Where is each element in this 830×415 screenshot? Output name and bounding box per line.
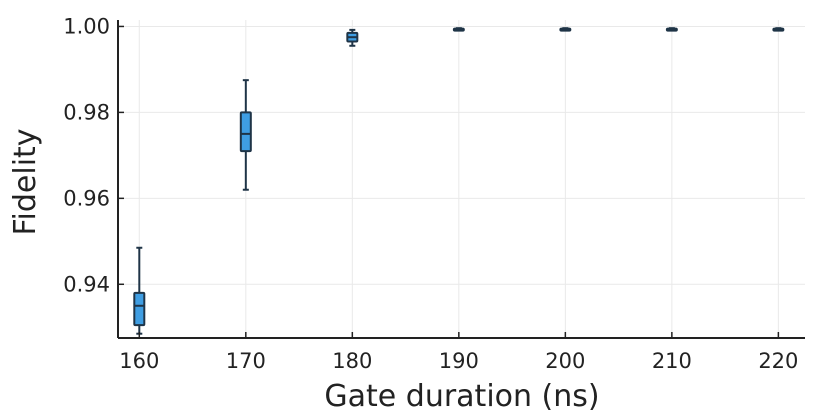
box-item: [239, 79, 252, 191]
box-series: [133, 27, 785, 335]
box-item: [559, 27, 572, 32]
x-tick-label: 180: [332, 349, 372, 373]
x-tick-label: 210: [652, 349, 692, 373]
y-tick-label: 0.98: [63, 100, 110, 124]
box-rect: [239, 111, 252, 153]
box-item: [772, 27, 785, 32]
x-tick-label: 170: [226, 349, 266, 373]
grid: [118, 20, 805, 338]
x-tick-label: 200: [545, 349, 585, 373]
y-axis-title: Fidelity: [8, 128, 43, 235]
x-tick-label: 190: [439, 349, 479, 373]
x-ticks: 160 170 180 190 200 210 220: [119, 332, 798, 373]
y-tick-label: 0.96: [63, 186, 110, 210]
box-rect: [133, 291, 146, 327]
x-tick-label: 160: [119, 349, 159, 373]
y-tick-label: 1.00: [63, 14, 110, 38]
x-axis-title: Gate duration (ns): [324, 379, 599, 414]
box-item: [452, 27, 465, 32]
y-ticks: 0.94 0.96 0.98 1.00: [63, 14, 124, 296]
box-item: [665, 27, 678, 32]
box-item: [346, 28, 359, 47]
y-tick-label: 0.94: [63, 272, 110, 296]
box-item: [133, 246, 146, 335]
x-tick-label: 220: [758, 349, 798, 373]
